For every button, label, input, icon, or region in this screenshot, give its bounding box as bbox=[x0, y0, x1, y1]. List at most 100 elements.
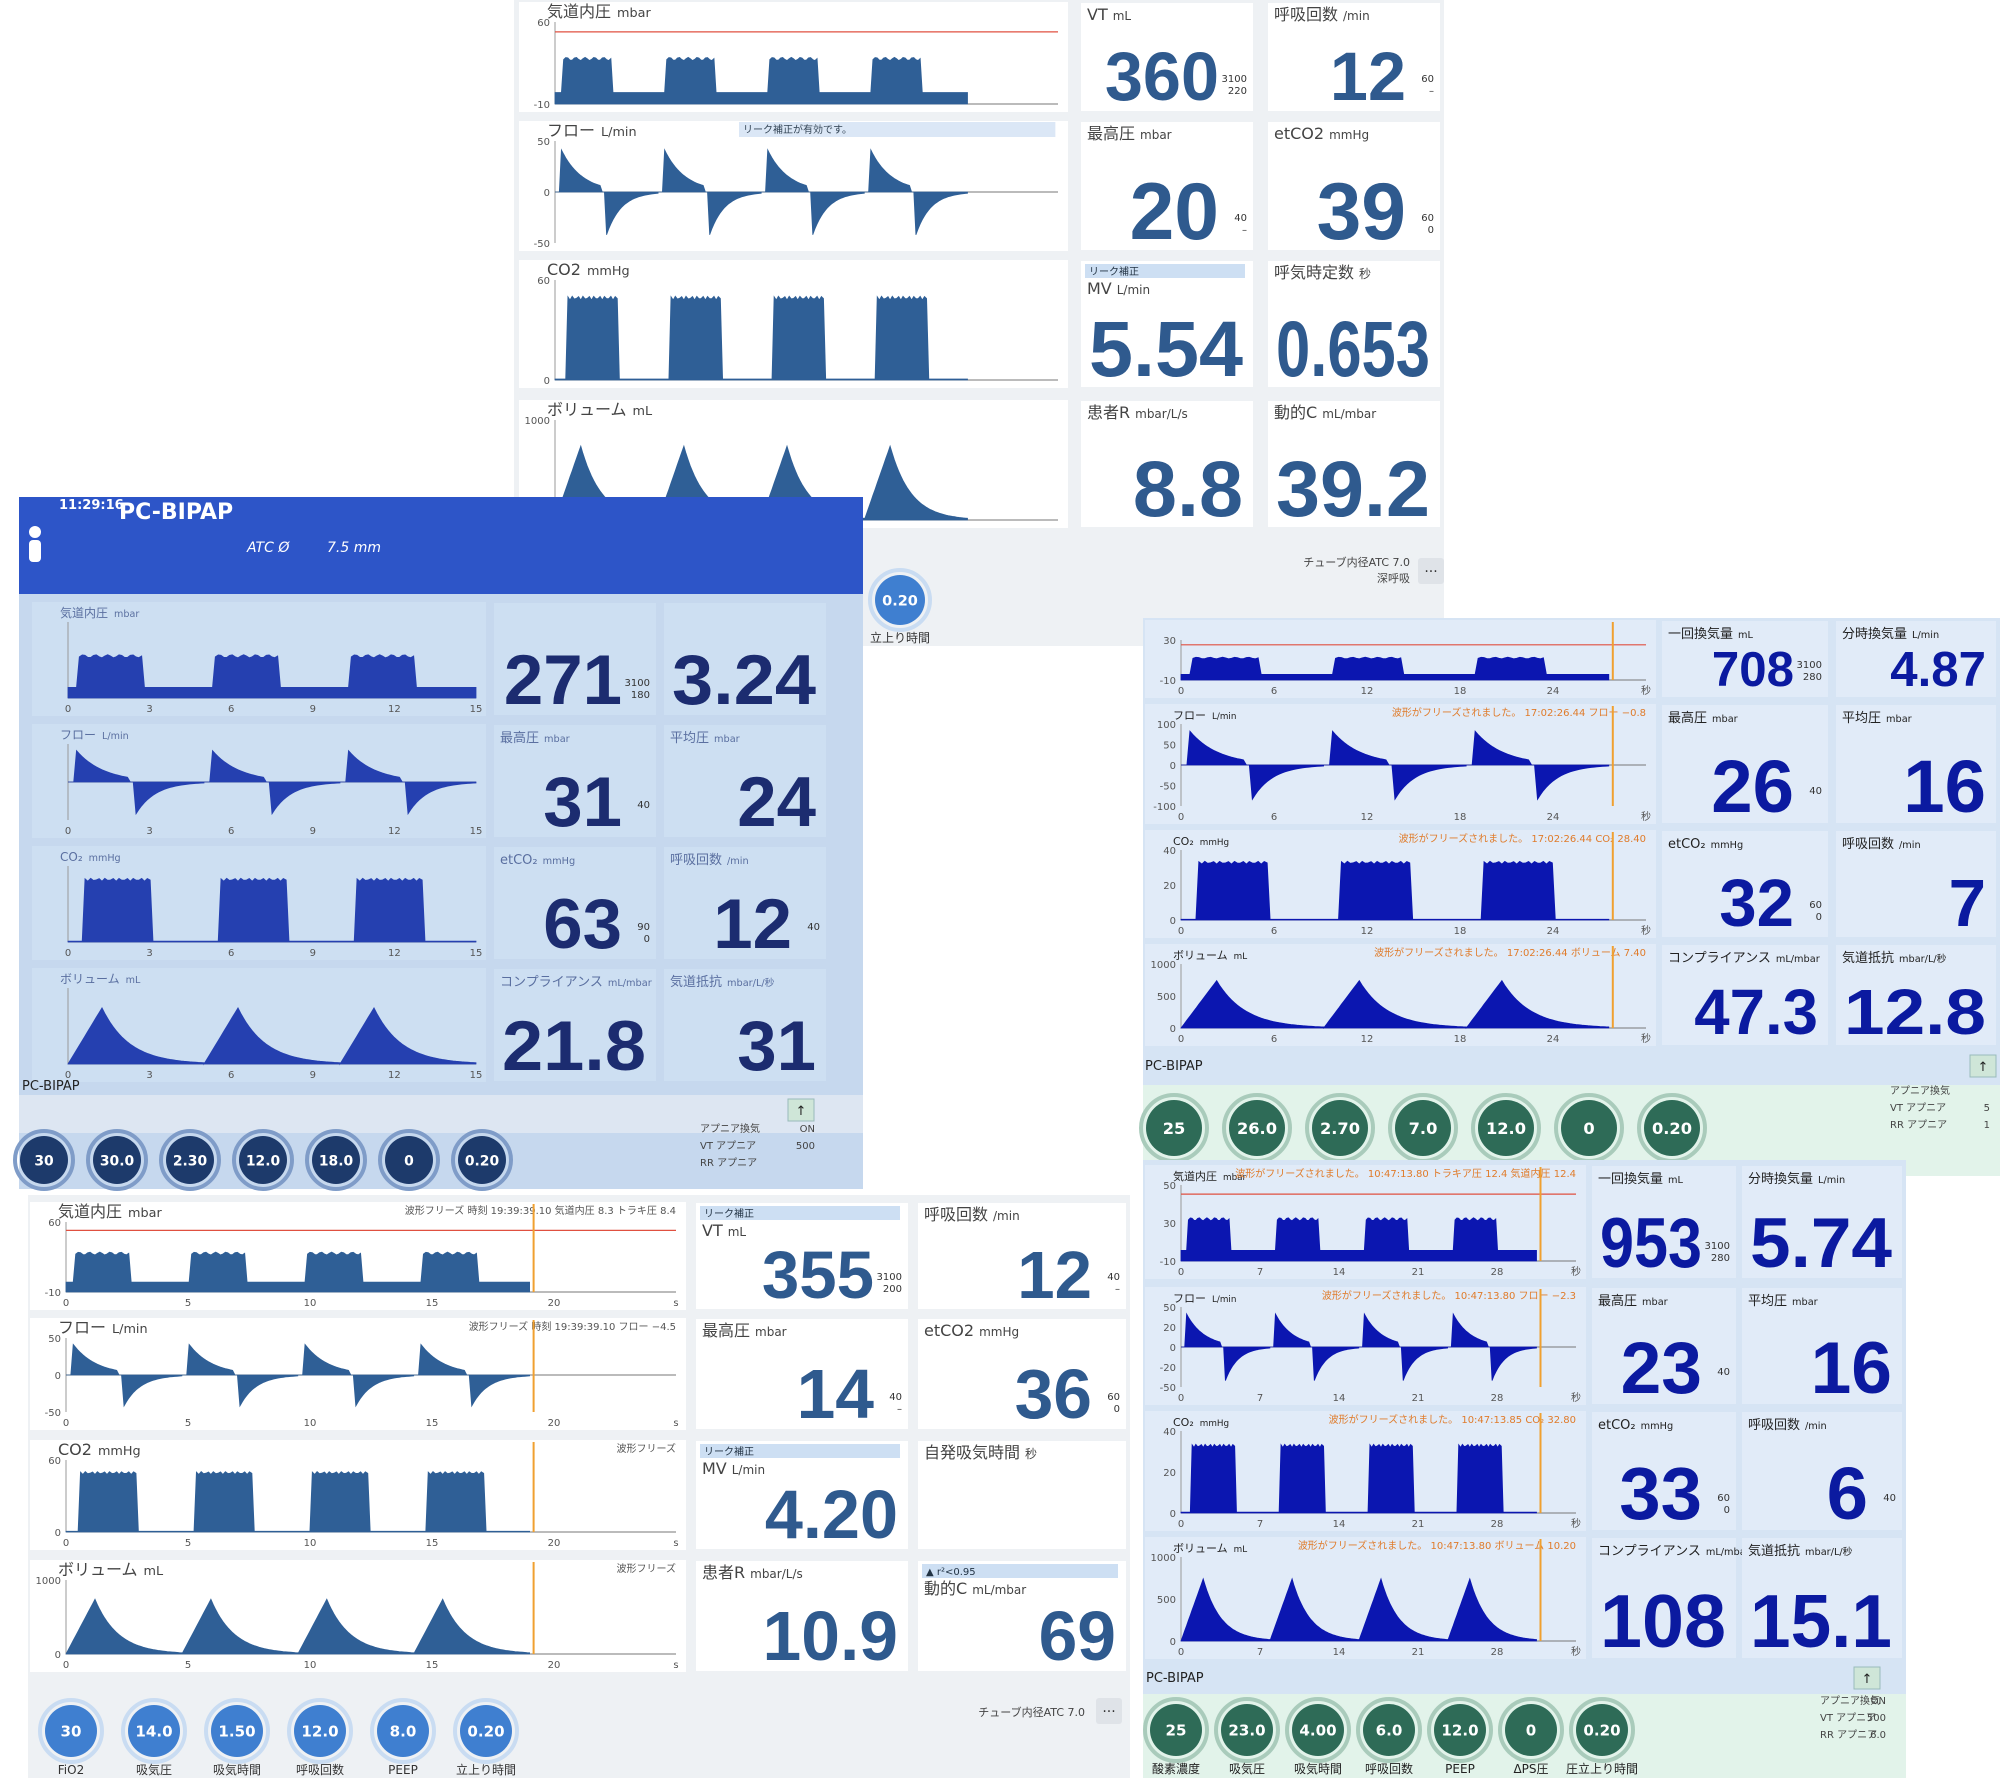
dial-value[interactable]: 0.20 bbox=[882, 594, 918, 610]
dial-value[interactable]: 0 bbox=[1583, 1119, 1594, 1138]
expand-button-label[interactable]: ↑ bbox=[1978, 1060, 1989, 1075]
dial[interactable] bbox=[460, 1705, 512, 1757]
dial[interactable] bbox=[312, 1136, 360, 1184]
dial-ring[interactable] bbox=[868, 568, 932, 632]
dial-value[interactable]: 26.0 bbox=[1237, 1119, 1277, 1138]
more-button[interactable] bbox=[1096, 1698, 1122, 1724]
dial-ring[interactable] bbox=[370, 1698, 436, 1764]
dial-value[interactable]: 14.0 bbox=[135, 1723, 172, 1741]
dial-value[interactable]: 0.20 bbox=[465, 1153, 500, 1169]
dial-ring[interactable] bbox=[378, 1129, 440, 1191]
dial[interactable] bbox=[1363, 1704, 1415, 1756]
tile-label: 呼吸回数/min bbox=[924, 1205, 1020, 1224]
dial-value[interactable]: 1.50 bbox=[218, 1723, 255, 1741]
dial[interactable] bbox=[1146, 1100, 1202, 1156]
expand-button-label[interactable]: ↑ bbox=[1862, 1672, 1873, 1687]
dial-ring[interactable] bbox=[305, 1129, 367, 1191]
dial-ring[interactable] bbox=[232, 1129, 294, 1191]
dial[interactable] bbox=[875, 575, 925, 625]
dial-ring[interactable] bbox=[1569, 1697, 1635, 1763]
dial-ring[interactable] bbox=[287, 1698, 353, 1764]
dial-ring[interactable] bbox=[1214, 1697, 1280, 1763]
dial-value[interactable]: 6.0 bbox=[1376, 1722, 1403, 1740]
dial-value[interactable]: 4.00 bbox=[1299, 1722, 1336, 1740]
dial[interactable] bbox=[458, 1136, 506, 1184]
dial[interactable] bbox=[1292, 1704, 1344, 1756]
dial-value[interactable]: 8.0 bbox=[390, 1723, 417, 1741]
tile-value: 355 bbox=[762, 1238, 874, 1313]
dial-ring[interactable] bbox=[1427, 1697, 1493, 1763]
dial-value[interactable]: 2.30 bbox=[173, 1153, 208, 1169]
dial-ring[interactable] bbox=[159, 1129, 221, 1191]
dial-value[interactable]: 12.0 bbox=[301, 1723, 338, 1741]
dial-ring[interactable] bbox=[453, 1698, 519, 1764]
dial-value[interactable]: 0 bbox=[404, 1153, 414, 1169]
dial-value[interactable]: 0.20 bbox=[1583, 1722, 1620, 1740]
dial-ring[interactable] bbox=[451, 1129, 513, 1191]
dial-ring[interactable] bbox=[1356, 1697, 1422, 1763]
dial[interactable] bbox=[93, 1136, 141, 1184]
dial[interactable] bbox=[1561, 1100, 1617, 1156]
dial-value[interactable]: 23.0 bbox=[1228, 1722, 1265, 1740]
dial-value[interactable]: 0.20 bbox=[467, 1723, 504, 1741]
waveform-name: ボリューム bbox=[58, 1560, 138, 1579]
dial[interactable] bbox=[1576, 1704, 1628, 1756]
dial[interactable] bbox=[211, 1705, 263, 1757]
dial-ring[interactable] bbox=[38, 1698, 104, 1764]
dial[interactable] bbox=[385, 1136, 433, 1184]
dial-value[interactable]: 25 bbox=[1166, 1722, 1187, 1740]
expand-button[interactable] bbox=[1853, 1666, 1881, 1690]
dial[interactable] bbox=[239, 1136, 287, 1184]
expand-button-label[interactable]: ↑ bbox=[796, 1104, 807, 1119]
dial-value[interactable]: 0 bbox=[1526, 1722, 1537, 1740]
dial[interactable] bbox=[1395, 1100, 1451, 1156]
waveform bbox=[1180, 1577, 1537, 1642]
dial-value[interactable]: 30 bbox=[34, 1153, 54, 1169]
dial[interactable] bbox=[377, 1705, 429, 1757]
dial[interactable] bbox=[1644, 1100, 1700, 1156]
dial-value[interactable]: 7.0 bbox=[1409, 1119, 1438, 1138]
dial-ring[interactable] bbox=[204, 1698, 270, 1764]
dial-value[interactable]: 30.0 bbox=[100, 1153, 135, 1169]
more-button-label[interactable]: ··· bbox=[1424, 564, 1437, 580]
value-tile bbox=[1836, 831, 1996, 937]
tile-label: 自発吸気時間秒 bbox=[924, 1443, 1037, 1462]
waveform-unit: L/min bbox=[112, 1322, 148, 1337]
x-tick-label: s bbox=[673, 1418, 678, 1429]
more-button-label[interactable]: ··· bbox=[1102, 1704, 1115, 1720]
tile-limit: 0 bbox=[644, 934, 650, 945]
dial[interactable] bbox=[1221, 1704, 1273, 1756]
dial-value[interactable]: 12.0 bbox=[1441, 1722, 1478, 1740]
dial[interactable] bbox=[166, 1136, 214, 1184]
dial[interactable] bbox=[1505, 1704, 1557, 1756]
dial[interactable] bbox=[128, 1705, 180, 1757]
dial[interactable] bbox=[1478, 1100, 1534, 1156]
waveform bbox=[67, 877, 477, 943]
dial[interactable] bbox=[20, 1136, 68, 1184]
waveform-name: CO₂ bbox=[1173, 835, 1194, 848]
dial-ring[interactable] bbox=[121, 1698, 187, 1764]
dial-value[interactable]: 2.70 bbox=[1320, 1119, 1360, 1138]
dial[interactable] bbox=[1229, 1100, 1285, 1156]
dial-value[interactable]: 30 bbox=[61, 1723, 82, 1741]
more-button[interactable] bbox=[1418, 558, 1444, 584]
dial-value[interactable]: 25 bbox=[1163, 1119, 1186, 1138]
dial[interactable] bbox=[1434, 1704, 1486, 1756]
expand-button[interactable] bbox=[787, 1098, 815, 1122]
dial[interactable] bbox=[1150, 1704, 1202, 1756]
waveform bbox=[1180, 1217, 1537, 1262]
dial-ring[interactable] bbox=[13, 1129, 75, 1191]
expand-button[interactable] bbox=[1969, 1054, 1997, 1078]
dial-ring[interactable] bbox=[1498, 1697, 1564, 1763]
dial[interactable] bbox=[1312, 1100, 1368, 1156]
dial-value[interactable]: 12.0 bbox=[1486, 1119, 1526, 1138]
dial-value[interactable]: 18.0 bbox=[319, 1153, 354, 1169]
dial-ring[interactable] bbox=[86, 1129, 148, 1191]
dial-value[interactable]: 0.20 bbox=[1652, 1119, 1692, 1138]
dial-ring[interactable] bbox=[1285, 1697, 1351, 1763]
dial-value[interactable]: 12.0 bbox=[246, 1153, 281, 1169]
dial-ring[interactable] bbox=[1143, 1697, 1209, 1763]
dial[interactable] bbox=[294, 1705, 346, 1757]
dial[interactable] bbox=[45, 1705, 97, 1757]
waveform-name: 気道内圧 bbox=[60, 605, 108, 620]
